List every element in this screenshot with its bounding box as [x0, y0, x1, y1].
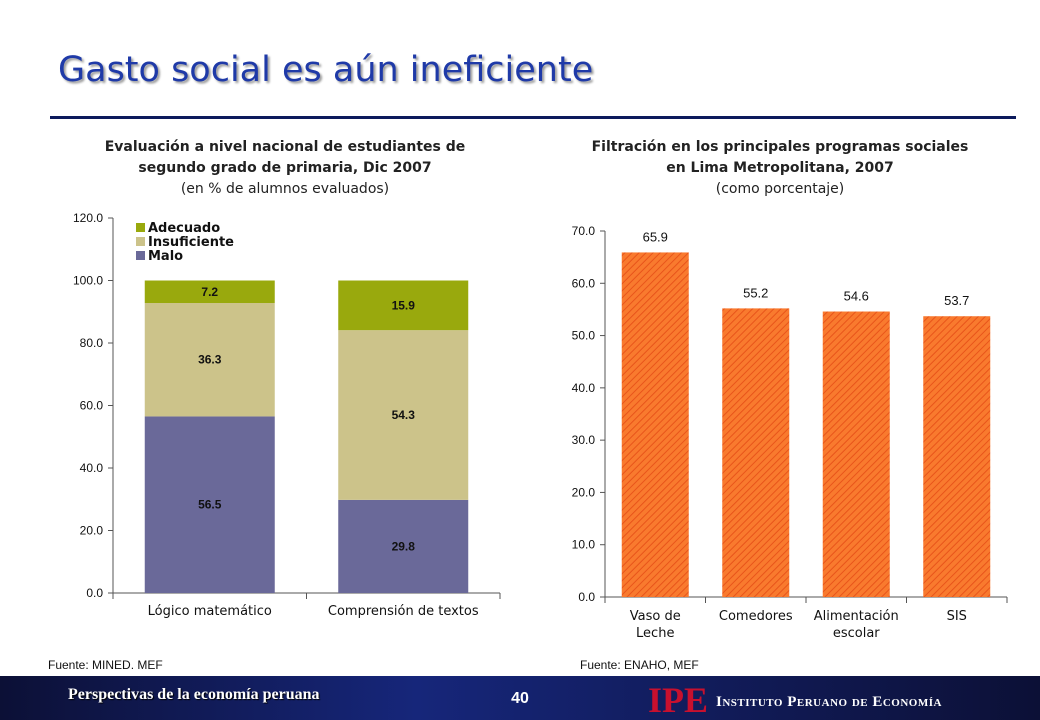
slide-title: Gasto social es aún ineficiente: [58, 50, 594, 90]
chart1-data-label: 56.5: [198, 498, 222, 512]
chart2-x-tick-label: SIS: [947, 609, 967, 624]
chart1-subtitle: (en % de alumnos evaluados): [180, 181, 390, 197]
chart1-data-label: 29.8: [392, 539, 416, 553]
chart1-legend-label: Adecuado: [148, 221, 220, 236]
chart1-title-line1: Evaluación a nivel nacional de estudiant…: [104, 139, 466, 155]
chart1-bar-segment: [338, 499, 469, 593]
page-number: 40: [511, 690, 529, 707]
chart2-x-tick-label: Vaso de Leche: [630, 609, 681, 641]
chart1-y-tick-label: 80.0: [80, 336, 104, 350]
stacked-bar-chart: 0.0 20.0 40.0 60.0 80.0 100.0 120.0 56.5 36.3 7.2…: [73, 211, 501, 619]
chart2-x-tick-label: Alimentación escolar: [814, 609, 899, 641]
chart2-y-tick-label: 30.0: [572, 433, 596, 447]
chart1-legend-swatch: [136, 223, 145, 232]
chart2-x-tick-label-line: Comedores: [719, 609, 793, 624]
chart1-y-tick-label: 60.0: [80, 399, 104, 413]
chart1-source: Fuente: MINED. MEF: [48, 658, 163, 672]
chart2-bar: [621, 252, 689, 598]
chart1-bar-segment: [144, 280, 275, 303]
title-divider: [50, 116, 1016, 119]
chart2-title-line1: Filtración en los principales programas …: [591, 139, 969, 155]
chart2-title-line2: en Lima Metropolitana, 2007: [666, 160, 894, 176]
chart2-subtitle: (como porcentaje): [715, 181, 845, 197]
chart2-y-tick-label: 70.0: [572, 224, 596, 238]
chart2-x-tick-label-line: escolar: [833, 626, 880, 641]
chart2-y-tick-label: 60.0: [572, 276, 596, 290]
chart1-y-tick-label: 0.0: [86, 586, 103, 600]
chart1-legend-label: Insuficiente: [148, 235, 234, 250]
chart1-y-tick-label: 20.0: [80, 524, 104, 538]
filtracion-bar-chart: 0.0 10.0 20.0 30.0 40.0 50.0 60.0 70.0 65.9 Vaso …: [572, 224, 1008, 641]
chart1-bar-segment: [144, 416, 275, 593]
chart2-x-tick-label-line: Leche: [636, 626, 674, 641]
chart1-bar-segment: [338, 330, 469, 500]
charts-canvas: 0.0 20.0 40.0 60.0 80.0 100.0 120.0 56.5 36.3 7.2…: [73, 211, 1008, 641]
chart1-data-label: 15.9: [392, 298, 416, 312]
chart2-y-tick-label: 0.0: [578, 590, 595, 604]
chart1-data-label: 7.2: [201, 285, 218, 299]
chart2-x-tick-label: Comedores: [719, 609, 793, 624]
chart2-bar: [923, 316, 991, 597]
chart1-bar-segment: [144, 303, 275, 417]
chart2-y-tick-label: 10.0: [572, 538, 596, 552]
chart1-y-tick-label: 100.0: [73, 274, 103, 288]
chart2-y-tick-label: 50.0: [572, 329, 596, 343]
chart2-title: Filtración en los principales programas …: [560, 137, 1000, 200]
chart2-y-tick-label: 20.0: [572, 485, 596, 499]
chart2-y-tick-label: 40.0: [572, 381, 596, 395]
chart2-data-label: 53.7: [944, 293, 969, 308]
chart2-bar: [822, 311, 890, 597]
chart1-title: Evaluación a nivel nacional de estudiant…: [70, 137, 500, 200]
chart1-data-label: 36.3: [198, 353, 222, 367]
chart2-data-label: 65.9: [643, 229, 668, 244]
footer-text: Perspectivas de la economía peruana: [68, 686, 320, 703]
chart1-legend-label: Malo: [148, 249, 183, 264]
ipe-logo: IPE: [648, 680, 709, 720]
chart1-x-tick-label: Comprensión de textos: [328, 604, 479, 619]
chart1-data-label: 54.3: [392, 408, 416, 422]
chart2-x-tick-label-line: Alimentación: [814, 609, 899, 624]
chart2-data-label: 54.6: [844, 289, 869, 304]
chart1-y-tick-label: 120.0: [73, 211, 103, 225]
chart2-bar: [722, 308, 790, 597]
chart1-legend-swatch: [136, 237, 145, 246]
chart1-x-tick-label: Lógico matemático: [148, 604, 272, 619]
chart2-x-tick-label-line: SIS: [947, 609, 967, 624]
chart2-data-label: 55.2: [743, 285, 768, 300]
footer-bar: [0, 676, 1040, 720]
chart1-bar-segment: [338, 280, 469, 331]
chart1-y-tick-label: 40.0: [80, 461, 104, 475]
chart1-title-line2: segundo grado de primaria, Dic 2007: [138, 160, 432, 176]
institution-name: Instituto Peruano de Economía: [716, 694, 942, 710]
chart2-source: Fuente: ENAHO, MEF: [580, 658, 699, 672]
chart1-legend-swatch: [136, 251, 145, 260]
chart2-x-tick-label-line: Vaso de: [630, 609, 681, 624]
